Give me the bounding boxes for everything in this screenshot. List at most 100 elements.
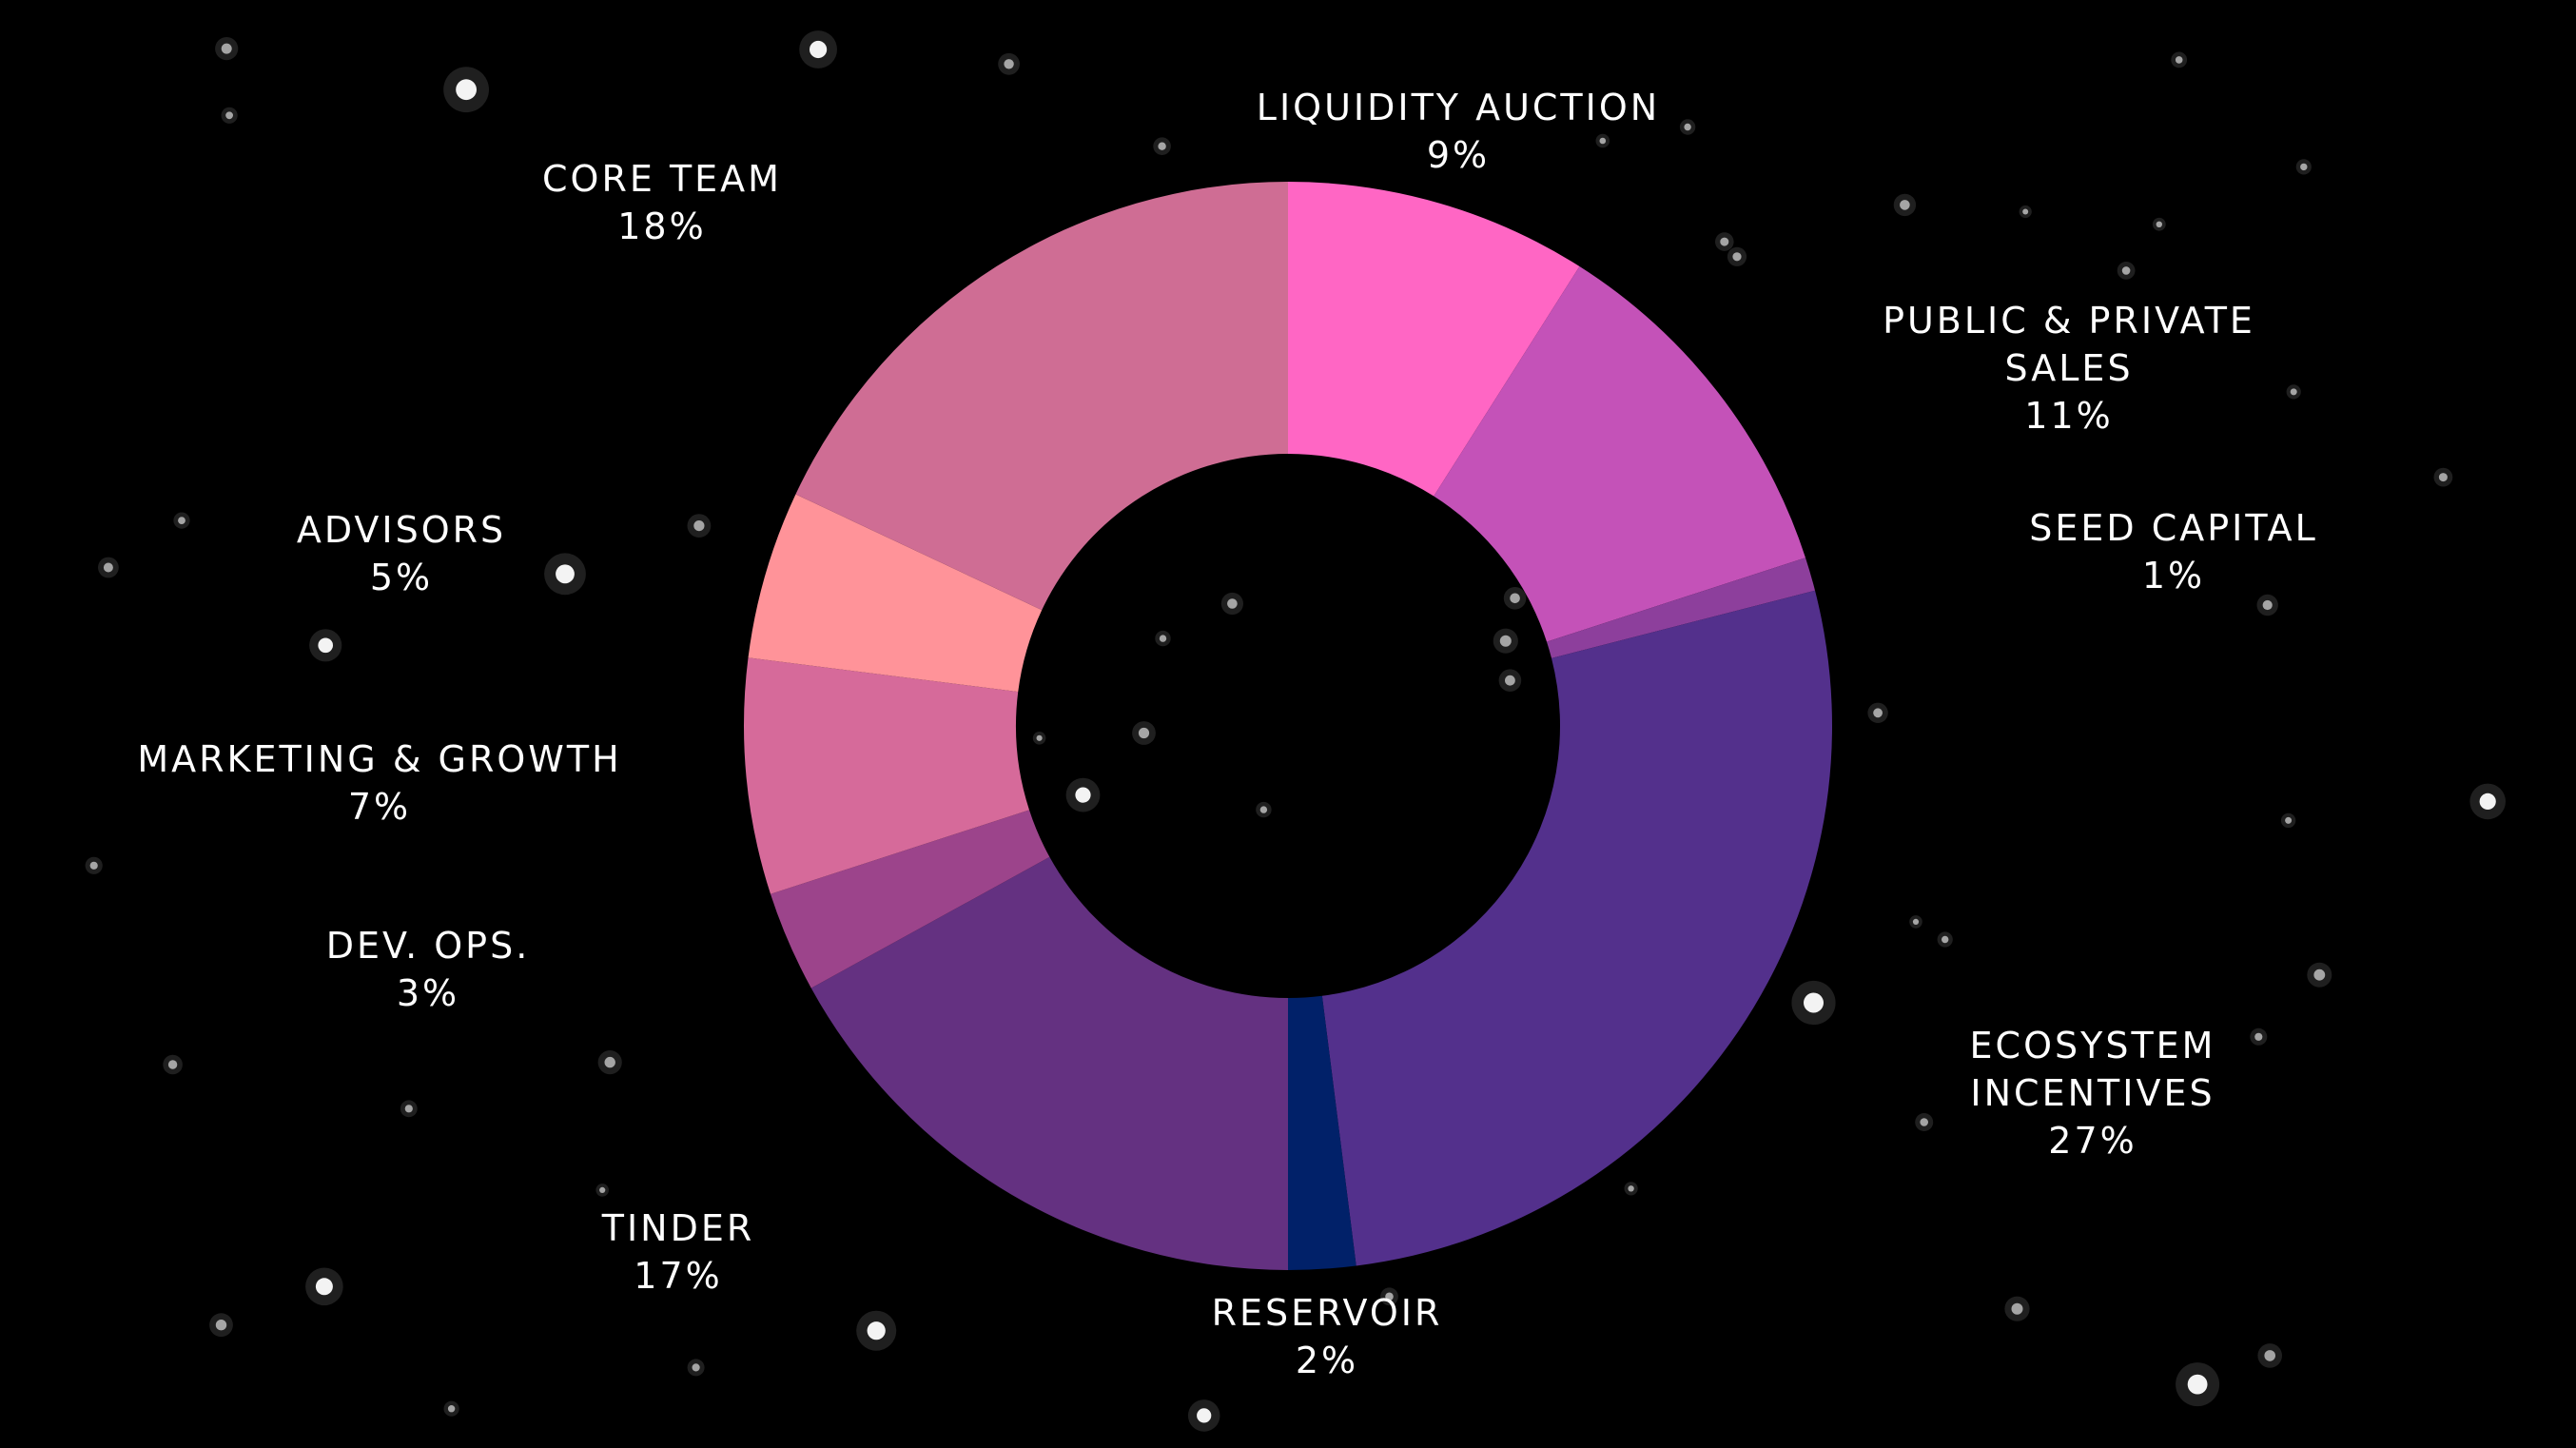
slice-name: MARKETING & GROWTH (137, 738, 622, 780)
star (103, 562, 113, 573)
star (692, 1363, 700, 1372)
star (1197, 1408, 1212, 1423)
star (1158, 142, 1166, 150)
slice-label-advisors: ADVISORS 5% (297, 506, 506, 601)
star (89, 861, 98, 870)
star (315, 1278, 333, 1296)
slice-name: LIQUIDITY AUCTION (1256, 87, 1661, 128)
star (215, 1320, 227, 1331)
star (2264, 1350, 2275, 1361)
star (318, 637, 334, 654)
star (1720, 237, 1729, 246)
slice-percent: 27% (2048, 1120, 2137, 1162)
slice-percent: 2% (1295, 1340, 1359, 1381)
star (1505, 675, 1515, 686)
star (167, 1060, 178, 1069)
star (1159, 635, 1167, 642)
slice-percent: 11% (2024, 395, 2114, 437)
star (2121, 266, 2131, 275)
star (2262, 599, 2273, 611)
donut-slice-advisors (748, 494, 1043, 693)
star (599, 1186, 606, 1193)
star (404, 1105, 413, 1113)
star (1385, 1292, 1394, 1301)
star (225, 111, 234, 120)
slice-percent: 9% (1426, 134, 1491, 176)
star (556, 564, 575, 584)
slice-name: SEED CAPITAL (2029, 507, 2318, 549)
slice-name: TINDER (601, 1207, 755, 1249)
star (1004, 59, 1014, 69)
star (2438, 473, 2448, 482)
donut-slice-reservoir (1288, 995, 1356, 1270)
star (2285, 816, 2293, 824)
star (178, 517, 185, 524)
donut-slice-dev-ops (770, 810, 1050, 988)
slice-name: PUBLIC & PRIVATE SALES (1883, 300, 2255, 389)
star (693, 520, 705, 532)
star (1920, 1118, 1928, 1126)
slice-label-marketing-growth: MARKETING & GROWTH 7% (137, 735, 621, 831)
star (1510, 593, 1520, 604)
donut-slice-tinder (810, 856, 1288, 1270)
donut-slice-marketing-growth (743, 657, 1029, 894)
slice-name: RESERVOIR (1211, 1292, 1443, 1334)
slice-name: ADVISORS (296, 509, 507, 551)
slice-percent: 5% (369, 557, 434, 598)
star (2156, 221, 2162, 227)
slice-label-tinder: TINDER 17% (602, 1204, 755, 1300)
star (2313, 969, 2326, 981)
star (1036, 734, 1043, 741)
star (1227, 598, 1238, 609)
slice-percent: 17% (634, 1255, 723, 1297)
star (2290, 388, 2297, 396)
slice-percent: 1% (2141, 555, 2206, 597)
donut-slice-public-private-sales (1434, 266, 1806, 642)
star (810, 40, 828, 59)
slice-label-ecosystem-incentives: ECOSYSTEM INCENTIVES 27% (1912, 1022, 2274, 1164)
donut-slice-core-team (795, 182, 1288, 611)
star (1804, 992, 1824, 1013)
star (2187, 1374, 2208, 1395)
slice-label-seed-capital: SEED CAPITAL 1% (2029, 504, 2318, 599)
donut-slice-liquidity-auction (1288, 182, 1580, 497)
star (2479, 792, 2496, 811)
slice-percent: 7% (347, 786, 412, 828)
star (1628, 1185, 1634, 1192)
star (1942, 935, 1949, 944)
slice-label-liquidity-auction: LIQUIDITY AUCTION 9% (1257, 84, 1660, 179)
slice-name: CORE TEAM (542, 158, 782, 200)
slice-name: DEV. OPS. (325, 925, 531, 967)
slice-percent: 18% (617, 205, 707, 247)
star (1259, 806, 1268, 813)
slice-label-core-team: CORE TEAM 18% (542, 155, 782, 250)
star (1075, 787, 1091, 803)
slice-label-public-private-sales: PUBLIC & PRIVATE SALES 11% (1841, 297, 2297, 440)
star (456, 79, 477, 101)
slice-name: ECOSYSTEM INCENTIVES (1969, 1025, 2216, 1114)
star (604, 1056, 615, 1068)
donut-slice-ecosystem-incentives (1321, 590, 1832, 1266)
slice-label-dev-ops: DEV. OPS. 3% (326, 922, 531, 1017)
star (2254, 1032, 2263, 1041)
slice-label-reservoir: RESERVOIR 2% (1212, 1289, 1443, 1384)
star (1900, 200, 1910, 210)
slice-percent: 3% (396, 972, 460, 1014)
star (447, 1405, 456, 1413)
star (1499, 635, 1512, 647)
star (1873, 708, 1883, 718)
star (867, 1321, 886, 1340)
star (1684, 123, 1691, 131)
star (1732, 252, 1742, 262)
donut-slice-seed-capital (1547, 558, 1816, 658)
star (2175, 56, 2183, 64)
star (2300, 163, 2308, 171)
star (1599, 137, 1607, 145)
star (2022, 208, 2029, 215)
star (221, 43, 232, 54)
star (1138, 727, 1150, 739)
star (1912, 918, 1920, 926)
